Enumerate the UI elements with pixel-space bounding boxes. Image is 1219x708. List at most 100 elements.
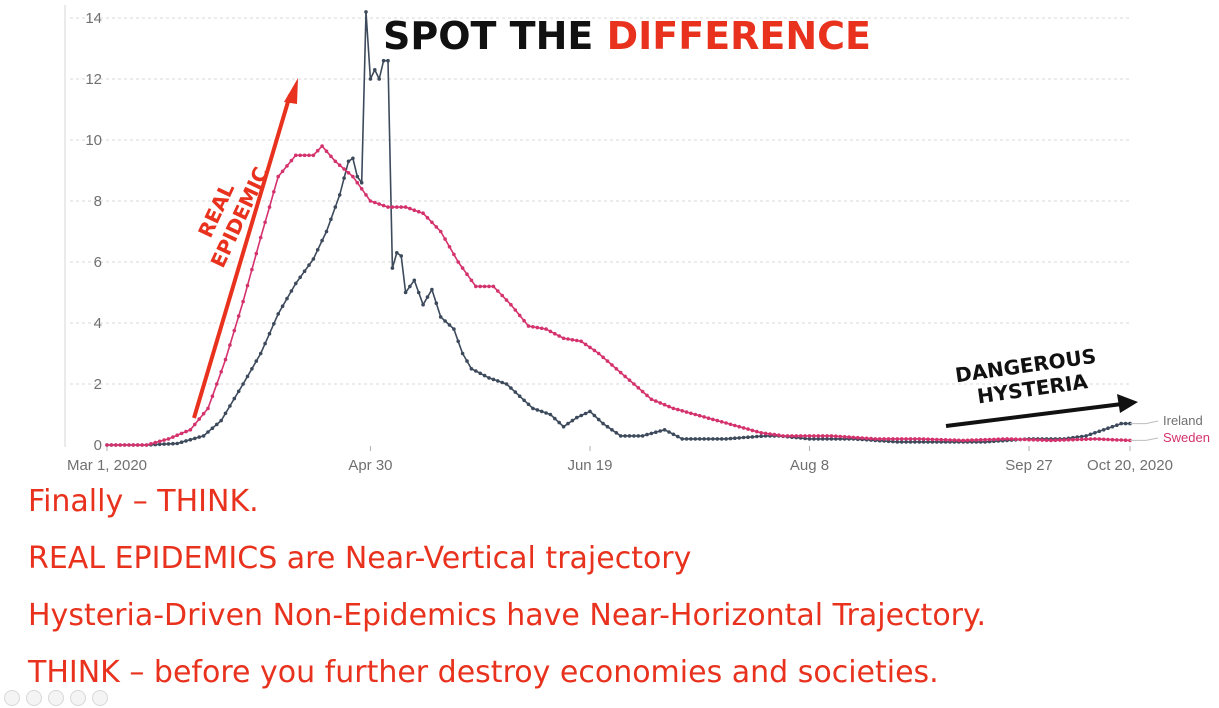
control-icon[interactable] <box>4 690 20 706</box>
data-point-ireland <box>333 205 338 209</box>
data-point-sweden <box>1106 437 1110 442</box>
data-point-sweden <box>983 437 987 442</box>
data-point-ireland <box>307 263 311 267</box>
data-point-ireland <box>206 430 210 434</box>
data-point-sweden <box>522 318 526 323</box>
data-point-ireland <box>157 442 162 447</box>
data-point-ireland <box>517 394 522 399</box>
data-point-ireland <box>728 436 733 441</box>
data-point-ireland <box>236 389 241 394</box>
data-point-ireland <box>500 380 505 385</box>
data-point-sweden <box>526 324 531 328</box>
data-point-ireland <box>755 434 759 439</box>
data-point-sweden <box>368 199 373 203</box>
data-point-sweden <box>856 435 860 440</box>
y-tick-label: 12 <box>85 71 102 88</box>
data-point-ireland <box>614 431 619 435</box>
data-point-sweden <box>812 434 816 438</box>
data-point-ireland <box>496 379 500 383</box>
data-point-ireland <box>434 301 439 306</box>
real-epidemic-label: REAL EPIDEMIC <box>184 153 273 271</box>
data-point-sweden <box>302 153 307 158</box>
data-point-sweden <box>592 348 597 353</box>
footer-line-3: Hysteria-Driven Non-Epidemics have Near-… <box>28 598 987 633</box>
data-point-sweden <box>144 443 149 447</box>
data-point-ireland <box>298 275 303 280</box>
data-point-sweden <box>412 208 417 212</box>
data-point-sweden <box>149 442 153 446</box>
data-point-sweden <box>921 437 926 441</box>
data-point-ireland <box>460 351 465 356</box>
data-point-sweden <box>280 169 285 174</box>
data-point-sweden <box>869 436 873 441</box>
hysteria-label: DANGEROUS HYSTERIA <box>954 343 1108 411</box>
data-point-ireland <box>711 437 715 441</box>
data-point-sweden <box>1084 437 1088 442</box>
data-point-ireland <box>535 408 540 412</box>
data-point-sweden <box>667 404 671 409</box>
data-point-sweden <box>135 443 140 447</box>
data-point-ireland <box>575 415 579 420</box>
data-point-sweden <box>926 437 930 442</box>
data-point-sweden <box>917 437 922 441</box>
data-point-sweden <box>482 284 487 289</box>
data-point-ireland <box>276 312 281 316</box>
data-point-ireland <box>583 411 588 416</box>
data-point-sweden <box>847 435 851 439</box>
data-point-sweden <box>496 289 500 293</box>
data-point-ireland <box>697 437 702 441</box>
data-point-sweden <box>425 216 430 220</box>
data-point-ireland <box>241 382 245 386</box>
data-point-ireland <box>531 406 535 411</box>
control-icon[interactable] <box>26 690 42 706</box>
control-icon[interactable] <box>70 690 86 706</box>
series-label-connector <box>1130 420 1159 425</box>
data-point-sweden <box>970 438 974 442</box>
data-point-ireland <box>438 315 443 319</box>
control-icon[interactable] <box>48 690 64 706</box>
data-point-sweden <box>768 432 772 436</box>
data-point-ireland <box>465 359 469 363</box>
data-point-sweden <box>1097 437 1102 441</box>
data-point-sweden <box>315 148 320 153</box>
data-point-ireland <box>1110 424 1115 429</box>
data-point-sweden <box>662 402 667 407</box>
hysteria-arrow <box>945 402 1123 428</box>
data-point-sweden <box>504 298 509 302</box>
data-point-sweden <box>1036 438 1040 442</box>
data-point-sweden <box>728 422 733 427</box>
control-icon[interactable] <box>92 690 108 706</box>
data-point-sweden <box>140 443 144 447</box>
data-point-sweden <box>430 220 434 225</box>
data-point-ireland <box>425 295 430 299</box>
data-point-sweden <box>250 267 254 272</box>
x-tick-label: Apr 30 <box>348 457 392 474</box>
data-point-sweden <box>201 411 206 416</box>
data-point-sweden <box>715 418 720 423</box>
data-point-sweden <box>153 440 158 445</box>
data-point-sweden <box>781 434 785 438</box>
data-point-sweden <box>891 437 895 441</box>
data-point-ireland <box>263 341 267 346</box>
data-point-sweden <box>588 345 592 350</box>
data-point-sweden <box>645 393 649 398</box>
data-point-sweden <box>684 410 689 414</box>
data-point-ireland <box>504 382 509 386</box>
data-point-sweden <box>443 237 447 241</box>
data-point-sweden <box>1022 437 1027 442</box>
data-point-ireland <box>421 302 425 307</box>
data-point-sweden <box>583 342 588 347</box>
data-point-ireland <box>917 440 922 444</box>
data-point-sweden <box>943 438 948 442</box>
data-point-sweden <box>329 154 333 159</box>
y-tick-label: 10 <box>85 132 102 149</box>
data-point-sweden <box>759 431 763 435</box>
data-point-sweden <box>399 205 404 209</box>
footer-line-1: Finally – THINK. <box>28 484 259 519</box>
data-point-ireland <box>474 369 478 373</box>
footer-text: Finally – THINK. REAL EPIDEMICS are Near… <box>28 480 1208 708</box>
data-point-ireland <box>645 432 649 437</box>
gridlines <box>70 17 1130 385</box>
data-point-ireland <box>680 437 684 441</box>
data-point-ireland <box>1101 428 1106 432</box>
